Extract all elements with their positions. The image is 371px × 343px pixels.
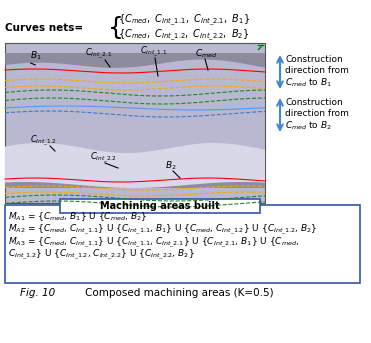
Text: Machining areas built: Machining areas built — [100, 201, 220, 211]
Text: Fig. 10: Fig. 10 — [20, 288, 55, 298]
Polygon shape — [5, 175, 265, 188]
Polygon shape — [5, 53, 265, 68]
Text: $C_{Int\_1.2}$: $C_{Int\_1.2}$ — [30, 134, 57, 148]
Text: $C_{med}$: $C_{med}$ — [195, 47, 217, 59]
Text: $M_{A1}$ = {$C_{med}$, $B_1$} U {$C_{med}$, $B_2$}: $M_{A1}$ = {$C_{med}$, $B_1$} U {$C_{med… — [8, 211, 147, 223]
Text: $C_{Int\_1.1}$: $C_{Int\_1.1}$ — [140, 45, 167, 59]
Text: $C_{Int\_1.2}$} U {$C_{Int\_1.2}$, $C_{Int\_2.2}$} U {$C_{Int\_2.2}$, $B_2$}: $C_{Int\_1.2}$} U {$C_{Int\_1.2}$, $C_{I… — [8, 248, 195, 262]
Text: $C_{Int\_2.2}$: $C_{Int\_2.2}$ — [90, 151, 117, 165]
Text: Construction
direction from
$C_{med}$ to $B_2$: Construction direction from $C_{med}$ to… — [285, 98, 349, 132]
Text: $M_{A2}$ = {$C_{med}$, $C_{Int\_1.1}$} U {$C_{Int\_1.1}$, $B_1$} U {$C_{med}$, $: $M_{A2}$ = {$C_{med}$, $C_{Int\_1.1}$} U… — [8, 223, 318, 237]
Text: $\{C_{med},\ C_{Int\_1.2},\ C_{Int\_2.2},\ B_2\}$: $\{C_{med},\ C_{Int\_1.2},\ C_{Int\_2.2}… — [118, 27, 249, 43]
Bar — [60, 199, 260, 213]
Text: {: { — [108, 16, 124, 40]
Text: $C_{Int\_2.1}$: $C_{Int\_2.1}$ — [85, 47, 112, 61]
Text: Composed machining areas (K=0.5): Composed machining areas (K=0.5) — [85, 288, 274, 298]
Text: Construction
direction from
$C_{med}$ to $B_1$: Construction direction from $C_{med}$ to… — [285, 55, 349, 89]
Text: $\{C_{med},\ C_{Int\_1.1},\ C_{Int\_2.1},\ B_1\}$: $\{C_{med},\ C_{Int\_1.1},\ C_{Int\_2.1}… — [118, 12, 250, 27]
Text: Curves nets=: Curves nets= — [5, 23, 83, 33]
Text: $M_{A3}$ = {$C_{med}$, $C_{Int\_1.1}$} U {$C_{Int\_1.1}$, $C_{Int\_2.1}$} U {$C_: $M_{A3}$ = {$C_{med}$, $C_{Int\_1.1}$} U… — [8, 236, 299, 250]
Text: $B_2$: $B_2$ — [165, 159, 177, 172]
FancyBboxPatch shape — [5, 205, 360, 283]
Bar — [5, 43, 265, 203]
Polygon shape — [5, 143, 265, 188]
Text: $B_1$: $B_1$ — [30, 49, 42, 61]
